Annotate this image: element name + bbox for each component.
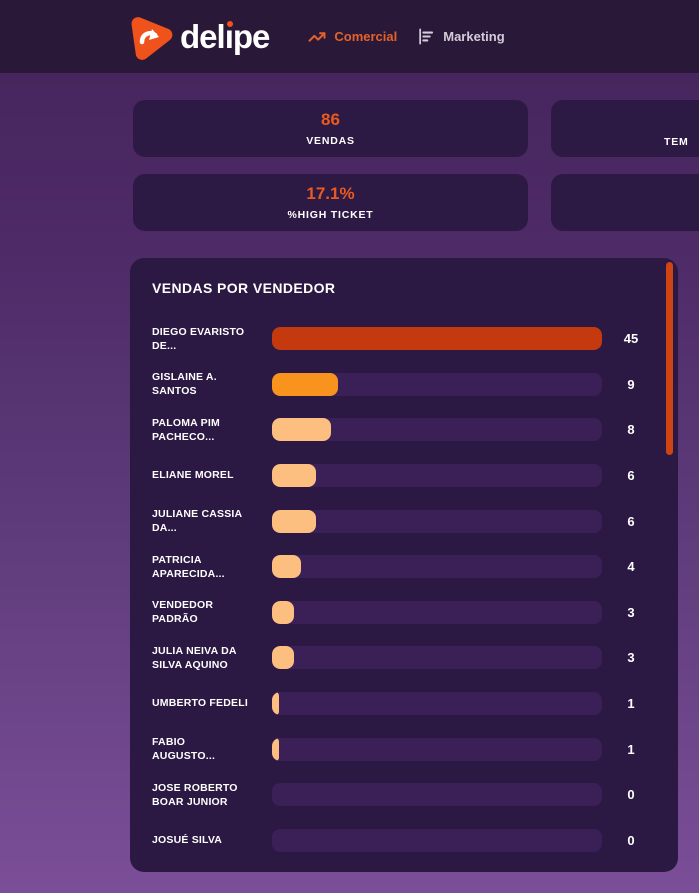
bar-value: 0 xyxy=(627,787,635,803)
bar-track xyxy=(272,646,602,670)
chart-row: ELIANE MOREL 6 xyxy=(130,453,678,499)
bar-track xyxy=(272,600,602,624)
vendor-label: DIEGO EVARISTO DE... xyxy=(152,325,245,352)
bar-fill xyxy=(272,600,294,624)
bar-value: 6 xyxy=(627,513,635,529)
chart-row: PALOMA PIM PACHECO... 8 xyxy=(130,407,678,453)
vendor-label: ELIANE MOREL xyxy=(152,469,234,482)
nav-item-marketing[interactable]: Marketing xyxy=(417,27,505,46)
logo-text-pre: del xyxy=(180,17,226,55)
chart-row: FABIO AUGUSTO... 1 xyxy=(130,726,678,772)
bar-value: 1 xyxy=(627,741,635,757)
chart-row: JULIANE CASSIA DA... 6 xyxy=(130,498,678,544)
vendor-label: JULIANE CASSIA DA... xyxy=(152,508,242,535)
logo: del ı pe xyxy=(128,14,271,60)
bar-value: 3 xyxy=(627,604,635,620)
chart-row: PATRICIA APARECIDA... 4 xyxy=(130,544,678,590)
vendor-label: JULIA NEIVA DA SILVA AQUINO xyxy=(152,644,237,671)
vendas-value: 86 xyxy=(321,110,340,129)
bar-track xyxy=(272,464,602,488)
trending-up-icon xyxy=(308,31,326,42)
bar-track xyxy=(272,418,602,442)
bar-value: 6 xyxy=(627,468,635,484)
bar-fill xyxy=(272,372,338,396)
chart-rows: DIEGO EVARISTO DE... 45 GISLAINE A. SANT… xyxy=(130,316,678,872)
vendas-por-vendedor-panel: VENDAS POR VENDEDOR DIEGO EVARISTO DE...… xyxy=(130,258,678,872)
stat-card-right-top: TEM xyxy=(551,100,699,157)
bar-fill xyxy=(272,327,602,351)
bar-track xyxy=(272,737,602,761)
horizontal-bar-chart-icon xyxy=(419,28,434,45)
vendor-label: VENDEDOR PADRÃO xyxy=(152,599,214,626)
logo-text-i: ı xyxy=(224,17,234,55)
chart-row: UMBERTO FEDELI 1 xyxy=(130,681,678,727)
bar-track xyxy=(272,509,602,533)
header: del ı pe Comercial Marketing xyxy=(0,0,699,73)
bar-fill xyxy=(272,418,331,442)
bar-fill xyxy=(272,646,294,670)
right-top-card-partial-label: TEM xyxy=(664,136,689,148)
high-ticket-label: %HIGH TICKET xyxy=(287,209,374,221)
bar-track xyxy=(272,828,602,852)
chart-title: VENDAS POR VENDEDOR xyxy=(152,280,336,296)
bar-fill xyxy=(272,737,280,761)
vendor-label: PATRICIA APARECIDA... xyxy=(152,553,225,580)
vendas-label: VENDAS xyxy=(306,135,355,147)
stat-card-vendas: 86 VENDAS xyxy=(133,100,528,157)
nav-label-marketing: Marketing xyxy=(443,29,505,44)
bar-track xyxy=(272,372,602,396)
vendor-label: JOSUÉ SILVA xyxy=(152,834,223,847)
bar-fill xyxy=(272,509,316,533)
vendor-label: PALOMA PIM PACHECO... xyxy=(152,416,220,443)
logo-i-dot xyxy=(226,20,233,27)
chart-row: DIEGO EVARISTO DE... 45 xyxy=(130,316,678,362)
bar-value: 4 xyxy=(627,559,635,575)
bar-fill xyxy=(272,555,302,579)
chart-row: JOSUÉ SILVA 0 xyxy=(130,818,678,864)
bar-value: 1 xyxy=(627,696,635,712)
chart-row: GISLAINE A. SANTOS 9 xyxy=(130,362,678,408)
stat-card-high-ticket: 17.1% %HIGH TICKET xyxy=(133,174,528,231)
bar-track xyxy=(272,692,602,716)
panel-scrollbar[interactable] xyxy=(666,262,673,455)
bar-value: 9 xyxy=(627,376,635,392)
bar-track xyxy=(272,555,602,579)
vendor-label: GISLAINE A. SANTOS xyxy=(152,371,217,398)
high-ticket-value: 17.1% xyxy=(306,184,355,203)
vendor-label: JOSE ROBERTO BOAR JUNIOR xyxy=(152,781,238,808)
vendor-label: UMBERTO FEDELI xyxy=(152,697,248,710)
stat-card-right-bottom xyxy=(551,174,699,231)
logo-text-post: pe xyxy=(232,17,271,55)
chart-row: JOSE ROBERTO BOAR JUNIOR 0 xyxy=(130,772,678,818)
delipe-logo-icon xyxy=(131,16,173,60)
bar-fill xyxy=(272,464,316,488)
bar-track xyxy=(272,327,602,351)
chart-row: JULIA NEIVA DA SILVA AQUINO 3 xyxy=(130,635,678,681)
bar-track xyxy=(272,783,602,807)
chart-row: LICIA LEIS DA... xyxy=(130,863,678,872)
nav-item-comercial[interactable]: Comercial xyxy=(307,28,397,46)
bar-value: 45 xyxy=(623,331,639,347)
vendor-label: FABIO AUGUSTO... xyxy=(152,735,216,763)
bar-value: 3 xyxy=(627,650,635,666)
bar-value: 0 xyxy=(627,832,635,848)
logo-text: del ı pe xyxy=(180,17,271,56)
main-nav: Comercial Marketing xyxy=(287,27,505,46)
bar-fill xyxy=(272,692,280,716)
chart-row: VENDEDOR PADRÃO 3 xyxy=(130,590,678,636)
nav-label-comercial: Comercial xyxy=(334,29,398,44)
bar-value: 8 xyxy=(627,422,635,438)
